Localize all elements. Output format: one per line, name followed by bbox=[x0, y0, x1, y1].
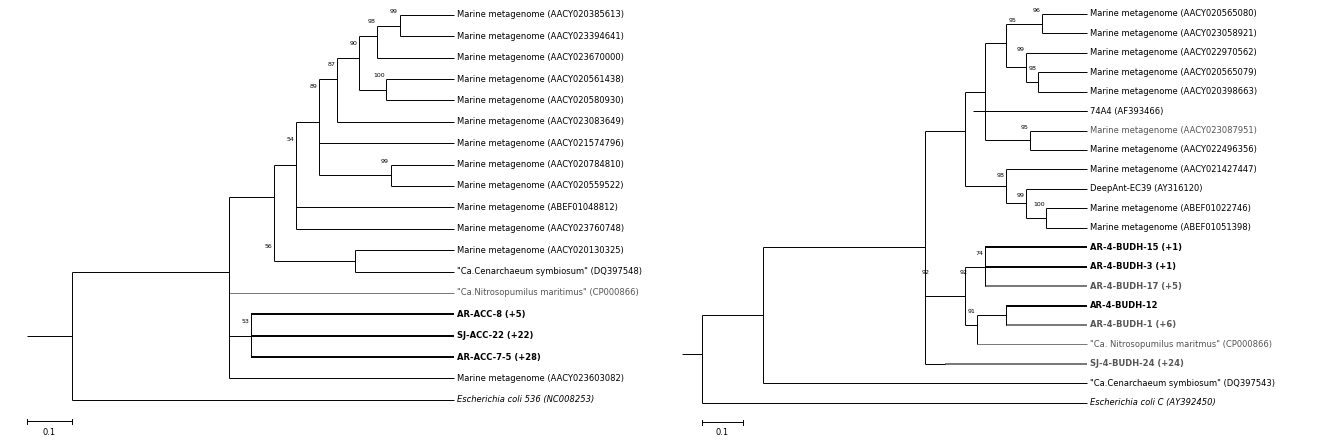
Text: Marine metagenome (AACY020784810): Marine metagenome (AACY020784810) bbox=[457, 160, 624, 169]
Text: AR-4-BUDH-15 (+1): AR-4-BUDH-15 (+1) bbox=[1090, 243, 1182, 251]
Text: "Ca. Nitrosopumilus maritmus" (CP000866): "Ca. Nitrosopumilus maritmus" (CP000866) bbox=[1090, 340, 1272, 349]
Text: Marine metagenome (AACY020561438): Marine metagenome (AACY020561438) bbox=[457, 75, 624, 84]
Text: Marine metagenome (AACY020565080): Marine metagenome (AACY020565080) bbox=[1090, 9, 1256, 19]
Text: 96: 96 bbox=[1032, 8, 1040, 13]
Text: 54: 54 bbox=[286, 137, 294, 142]
Text: "Ca.Cenarchaeum symbiosum" (DQ397543): "Ca.Cenarchaeum symbiosum" (DQ397543) bbox=[1090, 379, 1275, 388]
Text: 98: 98 bbox=[996, 173, 1004, 178]
Text: 89: 89 bbox=[309, 84, 317, 89]
Text: Escherichia coli C (AY392450): Escherichia coli C (AY392450) bbox=[1090, 398, 1215, 407]
Text: "Ca.Cenarchaeum symbiosum" (DQ397548): "Ca.Cenarchaeum symbiosum" (DQ397548) bbox=[457, 267, 643, 276]
Text: 87: 87 bbox=[327, 62, 335, 67]
Text: Marine metagenome (ABEF01048812): Marine metagenome (ABEF01048812) bbox=[457, 203, 619, 212]
Text: 74: 74 bbox=[975, 251, 984, 256]
Text: AR-ACC-7-5 (+28): AR-ACC-7-5 (+28) bbox=[457, 353, 541, 362]
Text: 91: 91 bbox=[967, 309, 975, 314]
Text: Marine metagenome (AACY020559522): Marine metagenome (AACY020559522) bbox=[457, 182, 624, 191]
Text: SJ-4-BUDH-24 (+24): SJ-4-BUDH-24 (+24) bbox=[1090, 359, 1183, 368]
Text: Marine metagenome (AACY021574796): Marine metagenome (AACY021574796) bbox=[457, 139, 624, 148]
Text: 0.1: 0.1 bbox=[716, 428, 729, 437]
Text: Marine metagenome (AACY023058921): Marine metagenome (AACY023058921) bbox=[1090, 29, 1256, 38]
Text: DeepAnt-EC39 (AY316120): DeepAnt-EC39 (AY316120) bbox=[1090, 184, 1202, 194]
Text: Marine metagenome (AACY022970562): Marine metagenome (AACY022970562) bbox=[1090, 48, 1256, 57]
Text: 92: 92 bbox=[959, 271, 967, 275]
Text: 92: 92 bbox=[921, 271, 929, 275]
Text: Marine metagenome (AACY023394641): Marine metagenome (AACY023394641) bbox=[457, 32, 624, 41]
Text: Marine metagenome (AACY022496356): Marine metagenome (AACY022496356) bbox=[1090, 145, 1256, 155]
Text: 99: 99 bbox=[1016, 193, 1024, 198]
Text: 95: 95 bbox=[1008, 18, 1016, 23]
Text: Marine metagenome (AACY023087951): Marine metagenome (AACY023087951) bbox=[1090, 126, 1256, 135]
Text: Marine metagenome (ABEF01051398): Marine metagenome (ABEF01051398) bbox=[1090, 223, 1251, 232]
Text: Marine metagenome (AACY023083649): Marine metagenome (AACY023083649) bbox=[457, 117, 624, 126]
Text: Marine metagenome (AACY023603082): Marine metagenome (AACY023603082) bbox=[457, 374, 624, 383]
Text: 74A4 (AF393466): 74A4 (AF393466) bbox=[1090, 107, 1163, 116]
Text: Marine metagenome (AACY020580930): Marine metagenome (AACY020580930) bbox=[457, 96, 624, 105]
Text: Marine metagenome (AACY023760748): Marine metagenome (AACY023760748) bbox=[457, 224, 624, 233]
Text: Marine metagenome (AACY021427447): Marine metagenome (AACY021427447) bbox=[1090, 165, 1256, 174]
Text: Marine metagenome (AACY020130325): Marine metagenome (AACY020130325) bbox=[457, 246, 624, 255]
Text: 90: 90 bbox=[350, 41, 358, 46]
Text: 100: 100 bbox=[1034, 202, 1044, 207]
Text: 53: 53 bbox=[241, 319, 249, 324]
Text: SJ-ACC-22 (+22): SJ-ACC-22 (+22) bbox=[457, 331, 534, 340]
Text: 99: 99 bbox=[390, 9, 397, 14]
Text: 99: 99 bbox=[1016, 47, 1024, 52]
Text: 0.1: 0.1 bbox=[42, 428, 56, 437]
Text: AR-4-BUDH-17 (+5): AR-4-BUDH-17 (+5) bbox=[1090, 282, 1182, 290]
Text: 56: 56 bbox=[265, 244, 272, 249]
Text: Marine metagenome (AACY020385613): Marine metagenome (AACY020385613) bbox=[457, 10, 624, 19]
Text: Marine metagenome (ABEF01022746): Marine metagenome (ABEF01022746) bbox=[1090, 204, 1251, 213]
Text: "Ca.Nitrosopumilus maritimus" (CP000866): "Ca.Nitrosopumilus maritimus" (CP000866) bbox=[457, 289, 639, 297]
Text: 98: 98 bbox=[367, 19, 375, 24]
Text: AR-4-BUDH-3 (+1): AR-4-BUDH-3 (+1) bbox=[1090, 262, 1175, 271]
Text: 98: 98 bbox=[1028, 66, 1036, 71]
Text: 100: 100 bbox=[372, 73, 384, 78]
Text: AR-ACC-8 (+5): AR-ACC-8 (+5) bbox=[457, 310, 526, 319]
Text: Marine metagenome (AACY023670000): Marine metagenome (AACY023670000) bbox=[457, 53, 624, 62]
Text: 99: 99 bbox=[382, 159, 390, 164]
Text: Escherichia coli 536 (NC008253): Escherichia coli 536 (NC008253) bbox=[457, 395, 595, 404]
Text: 95: 95 bbox=[1020, 125, 1028, 130]
Text: Marine metagenome (AACY020398663): Marine metagenome (AACY020398663) bbox=[1090, 87, 1257, 96]
Text: AR-4-BUDH-1 (+6): AR-4-BUDH-1 (+6) bbox=[1090, 320, 1177, 329]
Text: AR-4-BUDH-12: AR-4-BUDH-12 bbox=[1090, 301, 1158, 310]
Text: Marine metagenome (AACY020565079): Marine metagenome (AACY020565079) bbox=[1090, 68, 1256, 77]
